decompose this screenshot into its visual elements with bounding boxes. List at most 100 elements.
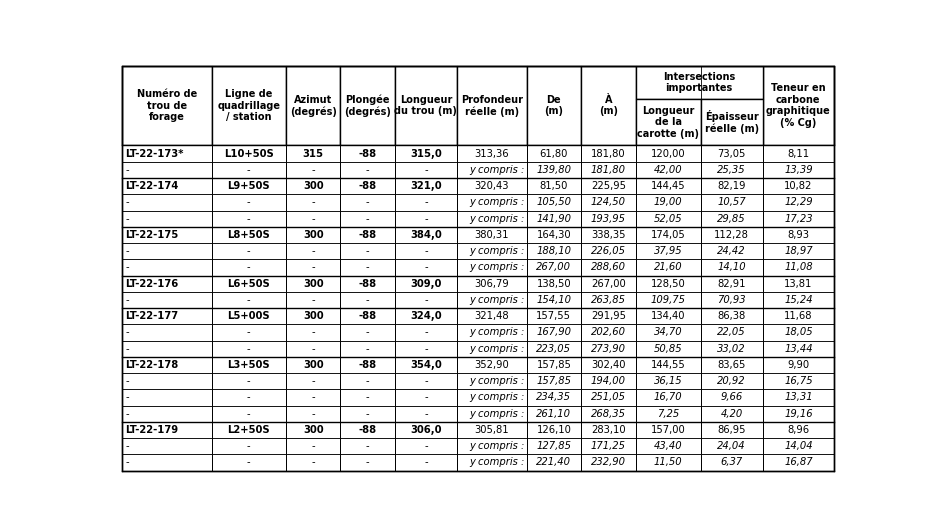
Bar (341, 406, 395, 422)
Text: -: - (366, 165, 369, 175)
Text: -: - (425, 441, 427, 451)
Bar (763, 227, 834, 243)
Text: -: - (366, 213, 369, 224)
Text: 300: 300 (303, 181, 324, 191)
Text: 15,24: 15,24 (784, 295, 813, 305)
Bar (212, 438, 285, 455)
Bar (341, 66, 395, 145)
Bar (285, 438, 341, 455)
Bar (395, 373, 457, 389)
Bar (285, 145, 341, 162)
Bar (635, 66, 763, 99)
Bar (581, 276, 635, 292)
Text: -: - (247, 441, 251, 451)
Text: 24,42: 24,42 (717, 246, 746, 256)
Bar (635, 406, 701, 422)
Text: L9+50S: L9+50S (228, 181, 271, 191)
Bar (395, 340, 457, 357)
Bar (341, 308, 395, 324)
Bar (341, 422, 395, 438)
Bar (122, 292, 212, 308)
Bar (341, 389, 395, 406)
Text: -88: -88 (358, 181, 377, 191)
Bar (285, 243, 341, 259)
Text: -: - (247, 198, 251, 208)
Text: Azimut
(degrés): Azimut (degrés) (290, 95, 337, 117)
Bar (701, 357, 763, 373)
Bar (122, 178, 212, 194)
Text: -88: -88 (358, 425, 377, 435)
Text: 234,35: 234,35 (536, 392, 571, 402)
Bar (122, 438, 212, 455)
Bar (212, 373, 285, 389)
Text: y compris :: y compris : (469, 441, 524, 451)
Text: 157,55: 157,55 (536, 311, 571, 321)
Text: -: - (425, 246, 427, 256)
Text: -: - (425, 344, 427, 354)
Bar (457, 324, 526, 340)
Bar (457, 162, 526, 178)
Text: -: - (312, 198, 315, 208)
Bar (285, 357, 341, 373)
Bar (122, 324, 212, 340)
Text: 157,00: 157,00 (651, 425, 686, 435)
Text: 36,15: 36,15 (654, 376, 682, 386)
Bar (457, 66, 526, 145)
Bar (285, 406, 341, 422)
Text: -: - (425, 376, 427, 386)
Bar (212, 324, 285, 340)
Bar (763, 145, 834, 162)
Text: 6,37: 6,37 (720, 457, 743, 467)
Bar (457, 422, 526, 438)
Text: 134,40: 134,40 (651, 311, 686, 321)
Bar (526, 194, 581, 210)
Text: 127,85: 127,85 (536, 441, 571, 451)
Text: 171,25: 171,25 (591, 441, 626, 451)
Bar (457, 340, 526, 357)
Text: -: - (247, 409, 251, 418)
Text: LT-22-178: LT-22-178 (125, 360, 178, 370)
Text: -: - (425, 198, 427, 208)
Bar (581, 227, 635, 243)
Bar (581, 145, 635, 162)
Bar (285, 162, 341, 178)
Bar (526, 422, 581, 438)
Bar (457, 455, 526, 470)
Bar (701, 194, 763, 210)
Text: -: - (247, 262, 251, 272)
Bar (763, 292, 834, 308)
Text: -: - (366, 441, 369, 451)
Bar (581, 389, 635, 406)
Bar (581, 406, 635, 422)
Text: y compris :: y compris : (469, 165, 524, 175)
Text: -: - (312, 409, 315, 418)
Bar (701, 145, 763, 162)
Bar (122, 422, 212, 438)
Bar (701, 227, 763, 243)
Text: -: - (312, 262, 315, 272)
Bar (763, 178, 834, 194)
Bar (701, 324, 763, 340)
Text: y compris :: y compris : (469, 213, 524, 224)
Bar (285, 194, 341, 210)
Text: 13,31: 13,31 (784, 392, 813, 402)
Bar (395, 259, 457, 276)
Bar (457, 243, 526, 259)
Bar (341, 210, 395, 227)
Bar (457, 438, 526, 455)
Bar (526, 276, 581, 292)
Text: 157,85: 157,85 (536, 360, 571, 370)
Text: 268,35: 268,35 (591, 409, 626, 418)
Bar (457, 210, 526, 227)
Bar (635, 389, 701, 406)
Text: 167,90: 167,90 (536, 328, 571, 337)
Bar (395, 422, 457, 438)
Text: 9,90: 9,90 (787, 360, 810, 370)
Bar (763, 243, 834, 259)
Text: 309,0: 309,0 (411, 279, 441, 289)
Bar (635, 308, 701, 324)
Text: LT-22-176: LT-22-176 (125, 279, 178, 289)
Text: 18,97: 18,97 (784, 246, 813, 256)
Text: 21,60: 21,60 (654, 262, 682, 272)
Text: -: - (366, 246, 369, 256)
